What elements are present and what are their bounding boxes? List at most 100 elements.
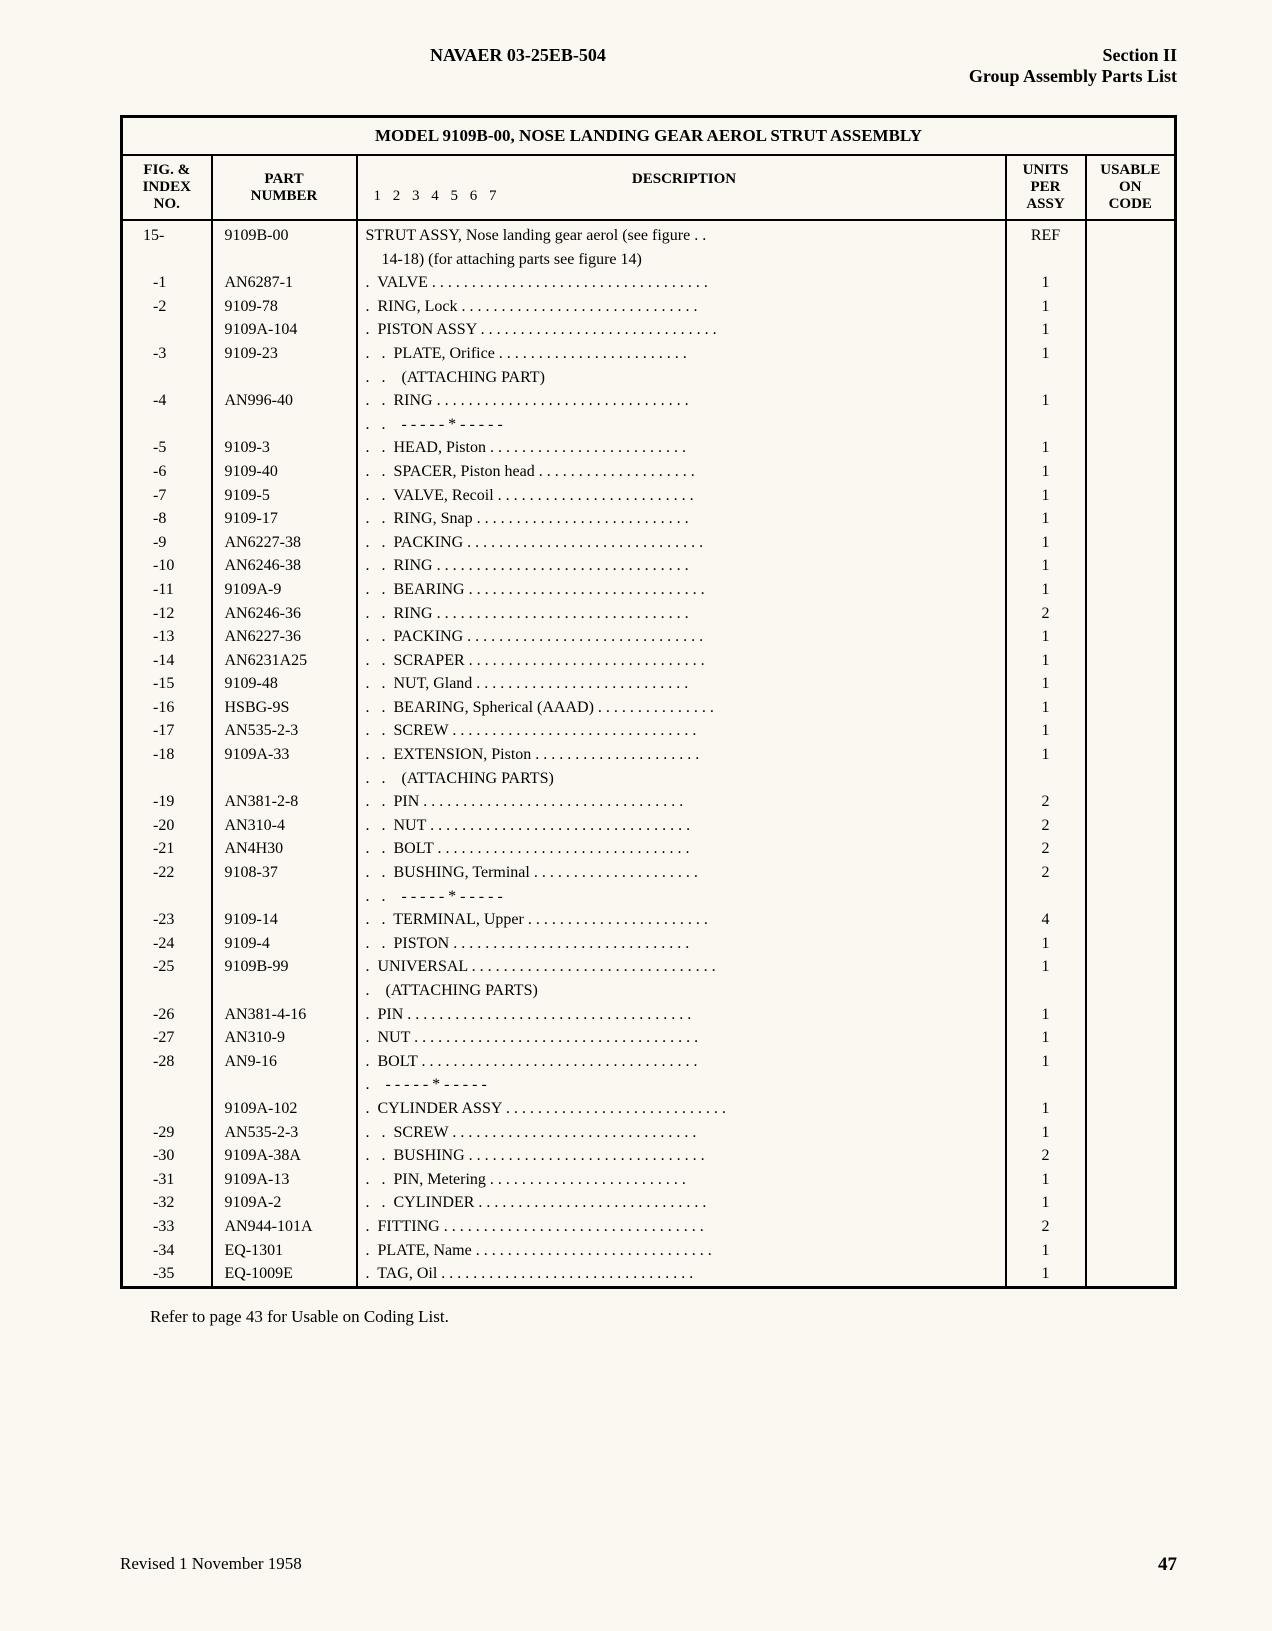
cell-usable xyxy=(1086,1168,1176,1192)
cell-description: . FITTING . . . . . . . . . . . . . . . … xyxy=(357,1215,1006,1239)
table-row: -17AN535-2-3. . SCREW . . . . . . . . . … xyxy=(122,719,1176,743)
cell-description: . . SCREW . . . . . . . . . . . . . . . … xyxy=(357,719,1006,743)
cell-index: -35 xyxy=(122,1262,212,1287)
cell-part: EQ-1301 xyxy=(212,1239,357,1263)
cell-units: 2 xyxy=(1006,814,1086,838)
cell-index: -8 xyxy=(122,507,212,531)
cell-part: AN535-2-3 xyxy=(212,1121,357,1145)
cell-index xyxy=(122,366,212,390)
table-row: 9109A-104. PISTON ASSY . . . . . . . . .… xyxy=(122,318,1176,342)
cell-description: . CYLINDER ASSY . . . . . . . . . . . . … xyxy=(357,1097,1006,1121)
cell-part: AN310-4 xyxy=(212,814,357,838)
cell-description: . . TERMINAL, Upper . . . . . . . . . . … xyxy=(357,908,1006,932)
header-right: Section II Group Assembly Parts List xyxy=(969,45,1177,87)
cell-description: . . CYLINDER . . . . . . . . . . . . . .… xyxy=(357,1191,1006,1215)
cell-part: 9109A-13 xyxy=(212,1168,357,1192)
cell-index: -25 xyxy=(122,955,212,979)
cell-units: 1 xyxy=(1006,389,1086,413)
cell-units: 1 xyxy=(1006,625,1086,649)
cell-usable xyxy=(1086,696,1176,720)
cell-usable xyxy=(1086,342,1176,366)
cell-units xyxy=(1006,1073,1086,1097)
cell-index: -11 xyxy=(122,578,212,602)
cell-part: 9109-3 xyxy=(212,436,357,460)
cell-units: 1 xyxy=(1006,743,1086,767)
cell-units: 1 xyxy=(1006,436,1086,460)
cell-units: REF xyxy=(1006,224,1086,248)
cell-index: -17 xyxy=(122,719,212,743)
cell-part: 9108-37 xyxy=(212,861,357,885)
cell-usable xyxy=(1086,1003,1176,1027)
cell-usable xyxy=(1086,979,1176,1003)
section-number: Section II xyxy=(969,45,1177,66)
cell-usable xyxy=(1086,1262,1176,1287)
cell-usable xyxy=(1086,1073,1176,1097)
cell-units: 1 xyxy=(1006,1168,1086,1192)
table-row: 14-18) (for attaching parts see figure 1… xyxy=(122,248,1176,272)
table-row: -69109-40. . SPACER, Piston head . . . .… xyxy=(122,460,1176,484)
cell-part: 9109-78 xyxy=(212,295,357,319)
cell-units: 1 xyxy=(1006,1262,1086,1287)
cell-units xyxy=(1006,413,1086,437)
cell-part: AN381-4-16 xyxy=(212,1003,357,1027)
cell-usable xyxy=(1086,1191,1176,1215)
cell-index: -32 xyxy=(122,1191,212,1215)
cell-usable xyxy=(1086,295,1176,319)
cell-description: . . BUSHING . . . . . . . . . . . . . . … xyxy=(357,1144,1006,1168)
cell-part: AN535-2-3 xyxy=(212,719,357,743)
cell-usable xyxy=(1086,1144,1176,1168)
cell-description: . UNIVERSAL . . . . . . . . . . . . . . … xyxy=(357,955,1006,979)
page-number: 47 xyxy=(1158,1554,1177,1576)
table-row: 9109A-102. CYLINDER ASSY . . . . . . . .… xyxy=(122,1097,1176,1121)
table-row: -229108-37. . BUSHING, Terminal . . . . … xyxy=(122,861,1176,885)
col-part-header: PART NUMBER xyxy=(212,155,357,220)
cell-index: -9 xyxy=(122,531,212,555)
parts-table: MODEL 9109B-00, NOSE LANDING GEAR AEROL … xyxy=(120,115,1177,1289)
table-header-row: FIG. & INDEX NO. PART NUMBER DESCRIPTION… xyxy=(122,155,1176,220)
table-row: . . - - - - - * - - - - - xyxy=(122,413,1176,437)
cell-index: -4 xyxy=(122,389,212,413)
cell-usable xyxy=(1086,932,1176,956)
cell-index: -2 xyxy=(122,295,212,319)
table-row: 15-9109B-00STRUT ASSY, Nose landing gear… xyxy=(122,224,1176,248)
cell-index: -27 xyxy=(122,1026,212,1050)
cell-description: . RING, Lock . . . . . . . . . . . . . .… xyxy=(357,295,1006,319)
table-row: -29AN535-2-3. . SCREW . . . . . . . . . … xyxy=(122,1121,1176,1145)
col-units-header: UNITS PER ASSY xyxy=(1006,155,1086,220)
cell-index: -34 xyxy=(122,1239,212,1263)
table-row: -119109A-9. . BEARING . . . . . . . . . … xyxy=(122,578,1176,602)
cell-description: . . PIN, Metering . . . . . . . . . . . … xyxy=(357,1168,1006,1192)
cell-index xyxy=(122,1073,212,1097)
footnote: Refer to page 43 for Usable on Coding Li… xyxy=(120,1307,1177,1327)
cell-index: -7 xyxy=(122,484,212,508)
cell-description: . . NUT, Gland . . . . . . . . . . . . .… xyxy=(357,672,1006,696)
cell-index: -28 xyxy=(122,1050,212,1074)
cell-usable xyxy=(1086,767,1176,791)
cell-index: -16 xyxy=(122,696,212,720)
cell-part: AN4H30 xyxy=(212,837,357,861)
cell-usable xyxy=(1086,814,1176,838)
cell-index xyxy=(122,767,212,791)
cell-units: 1 xyxy=(1006,318,1086,342)
table-row: -35EQ-1009E. TAG, Oil . . . . . . . . . … xyxy=(122,1262,1176,1287)
cell-description: . . - - - - - * - - - - - xyxy=(357,885,1006,909)
table-row: -79109-5. . VALVE, Recoil . . . . . . . … xyxy=(122,484,1176,508)
col-index-header: FIG. & INDEX NO. xyxy=(122,155,212,220)
cell-usable xyxy=(1086,1215,1176,1239)
cell-units xyxy=(1006,979,1086,1003)
cell-part: 9109A-2 xyxy=(212,1191,357,1215)
cell-part: 9109A-38A xyxy=(212,1144,357,1168)
cell-part: AN6227-36 xyxy=(212,625,357,649)
cell-units: 1 xyxy=(1006,955,1086,979)
table-row: -33AN944-101A. FITTING . . . . . . . . .… xyxy=(122,1215,1176,1239)
cell-description: . . PISTON . . . . . . . . . . . . . . .… xyxy=(357,932,1006,956)
cell-usable xyxy=(1086,484,1176,508)
cell-description: . . BEARING, Spherical (AAAD) . . . . . … xyxy=(357,696,1006,720)
cell-index: -20 xyxy=(122,814,212,838)
cell-units: 1 xyxy=(1006,531,1086,555)
cell-usable xyxy=(1086,271,1176,295)
cell-usable xyxy=(1086,507,1176,531)
cell-units: 1 xyxy=(1006,672,1086,696)
cell-description: . . SCREW . . . . . . . . . . . . . . . … xyxy=(357,1121,1006,1145)
cell-units: 2 xyxy=(1006,790,1086,814)
